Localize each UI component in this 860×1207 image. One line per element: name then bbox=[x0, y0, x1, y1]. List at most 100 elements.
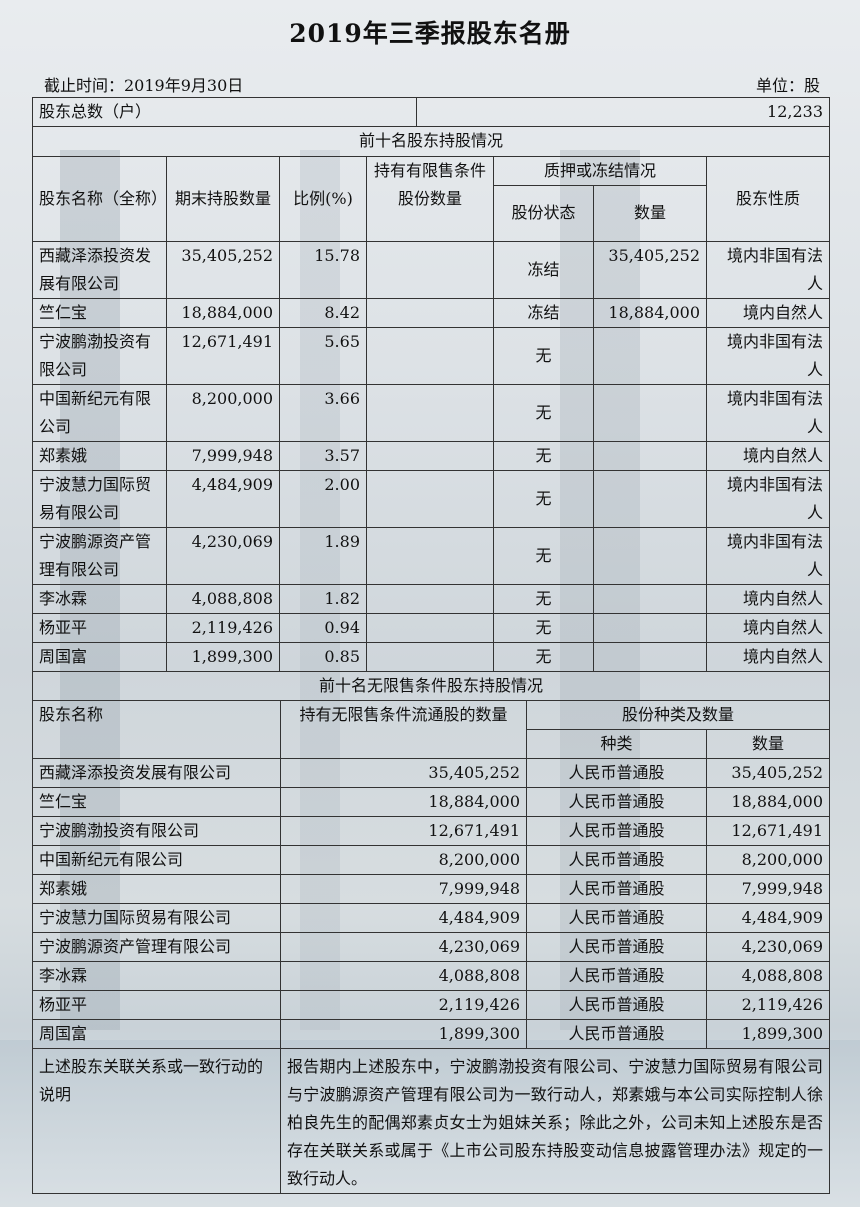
u-holder-shares: 4,230,069 bbox=[280, 932, 527, 962]
pledge-amount bbox=[593, 470, 707, 528]
u-share-amount: 7,999,948 bbox=[705, 874, 831, 904]
u-holder-name: 中国新纪元有限公司 bbox=[32, 845, 281, 875]
u-holder-shares: 4,088,808 bbox=[280, 961, 527, 991]
header-name: 股东名称（全称） bbox=[32, 156, 167, 242]
holder-nature: 境内非国有法人 bbox=[705, 327, 831, 385]
top10-row: 西藏泽添投资发展有限公司 35,405,252 15.78 冻结 35,405,252 境… bbox=[32, 241, 831, 299]
top10-row: 宁波鹏渤投资有限公司 12,671,491 5.65 无 境内非国有法人 bbox=[32, 327, 831, 385]
holder-restricted bbox=[366, 298, 494, 328]
holder-name: 周国富 bbox=[32, 642, 167, 672]
holder-ratio: 1.89 bbox=[279, 527, 367, 585]
as-of-date: 截止时间：2019年9月30日 bbox=[44, 76, 244, 95]
holder-shares: 4,088,808 bbox=[166, 584, 280, 614]
holder-ratio: 15.78 bbox=[279, 241, 367, 299]
pledge-amount: 35,405,252 bbox=[593, 241, 707, 299]
u-share-type: 人民币普通股 bbox=[526, 961, 707, 991]
top10-section-title: 前十名股东持股情况 bbox=[31, 127, 831, 157]
page-title: 2019年三季报股东名册 bbox=[289, 19, 571, 48]
u-holder-name: 竺仁宝 bbox=[32, 787, 281, 817]
holder-restricted bbox=[366, 241, 494, 299]
u-share-type: 人民币普通股 bbox=[526, 787, 707, 817]
holder-ratio: 1.82 bbox=[279, 584, 367, 614]
pledge-status: 无 bbox=[493, 584, 594, 614]
pledge-status: 无 bbox=[493, 441, 594, 471]
u-holder-name: 宁波鹏源资产管理有限公司 bbox=[32, 932, 281, 962]
u-holder-name: 宁波慧力国际贸易有限公司 bbox=[32, 903, 281, 933]
holder-nature: 境内自然人 bbox=[705, 642, 831, 672]
header-shares: 期末持股数量 bbox=[166, 156, 280, 242]
total-holders-label: 股东总数（户） bbox=[32, 97, 417, 127]
holder-restricted bbox=[366, 613, 494, 643]
u-share-type: 人民币普通股 bbox=[526, 874, 707, 904]
holder-restricted bbox=[366, 327, 494, 385]
u-share-amount: 12,671,491 bbox=[705, 816, 831, 846]
u-share-amount: 1,899,300 bbox=[705, 1019, 831, 1049]
header-ratio: 比例(%) bbox=[279, 156, 367, 242]
holder-name: 竺仁宝 bbox=[32, 298, 167, 328]
u-share-amount: 35,405,252 bbox=[705, 758, 831, 788]
top10-row: 宁波鹏源资产管理有限公司 4,230,069 1.89 无 境内非国有法人 bbox=[32, 527, 831, 585]
holder-nature: 境内自然人 bbox=[705, 298, 831, 328]
unrestricted-row: 周国富 1,899,300 人民币普通股 1,899,300 bbox=[32, 1019, 831, 1049]
u-holder-shares: 8,200,000 bbox=[280, 845, 527, 875]
pledge-amount bbox=[593, 613, 707, 643]
u-share-type: 人民币普通股 bbox=[526, 816, 707, 846]
header-pledge-group: 质押或冻结情况 bbox=[493, 156, 707, 186]
holder-shares: 18,884,000 bbox=[166, 298, 280, 328]
unrestricted-row: 竺仁宝 18,884,000 人民币普通股 18,884,000 bbox=[32, 787, 831, 817]
holder-name: 李冰霖 bbox=[32, 584, 167, 614]
u-share-type: 人民币普通股 bbox=[526, 990, 707, 1020]
u-holder-name: 杨亚平 bbox=[32, 990, 281, 1020]
u-holder-shares: 18,884,000 bbox=[280, 787, 527, 817]
pledge-amount bbox=[593, 327, 707, 385]
top10-row: 李冰霖 4,088,808 1.82 无 境内自然人 bbox=[32, 584, 831, 614]
u-share-type: 人民币普通股 bbox=[526, 1019, 707, 1049]
holder-nature: 境内自然人 bbox=[705, 613, 831, 643]
pledge-amount: 18,884,000 bbox=[593, 298, 707, 328]
holder-nature: 境内自然人 bbox=[705, 584, 831, 614]
header-restricted: 持有有限售条件股份数量 bbox=[366, 156, 494, 242]
u-holder-shares: 12,671,491 bbox=[280, 816, 527, 846]
pledge-amount bbox=[593, 384, 707, 442]
unrestricted-row: 宁波鹏源资产管理有限公司 4,230,069 人民币普通股 4,230,069 bbox=[32, 932, 831, 962]
holder-shares: 2,119,426 bbox=[166, 613, 280, 643]
u-share-amount: 4,230,069 bbox=[705, 932, 831, 962]
u-share-type: 人民币普通股 bbox=[526, 932, 707, 962]
holder-nature: 境内非国有法人 bbox=[705, 470, 831, 528]
unrestricted-row: 郑素娥 7,999,948 人民币普通股 7,999,948 bbox=[32, 874, 831, 904]
pledge-status: 无 bbox=[493, 642, 594, 672]
holder-restricted bbox=[366, 384, 494, 442]
u-header-amount: 数量 bbox=[705, 729, 831, 759]
u-holder-name: 李冰霖 bbox=[32, 961, 281, 991]
holder-nature: 境内自然人 bbox=[705, 441, 831, 471]
u-holder-shares: 7,999,948 bbox=[280, 874, 527, 904]
holder-restricted bbox=[366, 527, 494, 585]
u-header-type-group: 股份种类及数量 bbox=[525, 700, 831, 730]
holder-ratio: 0.85 bbox=[279, 642, 367, 672]
holder-shares: 8,200,000 bbox=[166, 384, 280, 442]
holder-shares: 4,484,909 bbox=[166, 470, 280, 528]
u-share-amount: 4,484,909 bbox=[705, 903, 831, 933]
u-holder-shares: 35,405,252 bbox=[280, 758, 527, 788]
header-pledge-status: 股份状态 bbox=[493, 185, 594, 242]
u-holder-name: 周国富 bbox=[32, 1019, 281, 1049]
header-pledge-amount: 数量 bbox=[593, 185, 707, 242]
top10-row: 杨亚平 2,119,426 0.94 无 境内自然人 bbox=[32, 613, 831, 643]
u-share-amount: 4,088,808 bbox=[705, 961, 831, 991]
holder-shares: 35,405,252 bbox=[166, 241, 280, 299]
u-holder-name: 西藏泽添投资发展有限公司 bbox=[32, 758, 281, 788]
top10-table: 前十名股东持股情况 股东名称（全称） 期末持股数量 比例(%) 持有有限售条件股… bbox=[31, 127, 831, 672]
unrestricted-row: 杨亚平 2,119,426 人民币普通股 2,119,426 bbox=[32, 990, 831, 1020]
holder-nature: 境内非国有法人 bbox=[705, 384, 831, 442]
pledge-status: 无 bbox=[493, 613, 594, 643]
holder-name: 西藏泽添投资发展有限公司 bbox=[32, 241, 167, 299]
u-header-name: 股东名称 bbox=[32, 700, 281, 759]
holder-restricted bbox=[366, 470, 494, 528]
u-holder-name: 宁波鹏渤投资有限公司 bbox=[32, 816, 281, 846]
unit-label: 单位：股 bbox=[755, 76, 820, 95]
pledge-status: 无 bbox=[493, 470, 594, 528]
u-share-amount: 8,200,000 bbox=[705, 845, 831, 875]
relation-note-text: 报告期内上述股东中，宁波鹏渤投资有限公司、宁波慧力国际贸易有限公司与宁波鹏源资产… bbox=[279, 1048, 831, 1194]
u-share-amount: 2,119,426 bbox=[705, 990, 831, 1020]
holder-shares: 4,230,069 bbox=[166, 527, 280, 585]
